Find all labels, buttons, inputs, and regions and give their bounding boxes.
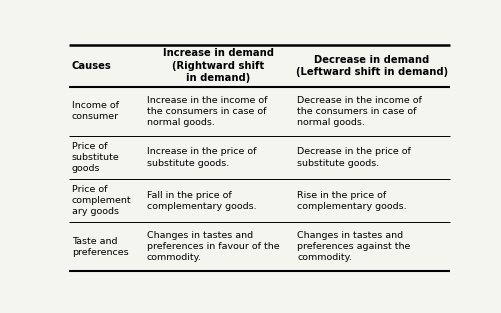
Text: Decrease in the income of
the consumers in case of
normal goods.: Decrease in the income of the consumers …: [297, 96, 421, 127]
Text: Income of
consumer: Income of consumer: [72, 101, 119, 121]
Text: Fall in the price of
complementary goods.: Fall in the price of complementary goods…: [146, 191, 256, 211]
Text: Decrease in demand
(Leftward shift in demand): Decrease in demand (Leftward shift in de…: [295, 54, 447, 77]
Text: Increase in demand
(Rightward shift
in demand): Increase in demand (Rightward shift in d…: [162, 49, 273, 83]
Text: Price of
substitute
goods: Price of substitute goods: [72, 142, 119, 173]
Text: Taste and
preferences: Taste and preferences: [72, 237, 128, 257]
Text: Increase in the price of
substitute goods.: Increase in the price of substitute good…: [146, 147, 256, 167]
Text: Causes: Causes: [72, 61, 111, 71]
Text: Price of
complement
ary goods: Price of complement ary goods: [72, 185, 131, 216]
Text: Increase in the income of
the consumers in case of
normal goods.: Increase in the income of the consumers …: [146, 96, 267, 127]
Text: Rise in the price of
complementary goods.: Rise in the price of complementary goods…: [297, 191, 406, 211]
Text: Decrease in the price of
substitute goods.: Decrease in the price of substitute good…: [297, 147, 410, 167]
Text: Changes in tastes and
preferences against the
commodity.: Changes in tastes and preferences agains…: [297, 231, 410, 262]
Text: Changes in tastes and
preferences in favour of the
commodity.: Changes in tastes and preferences in fav…: [146, 231, 279, 262]
